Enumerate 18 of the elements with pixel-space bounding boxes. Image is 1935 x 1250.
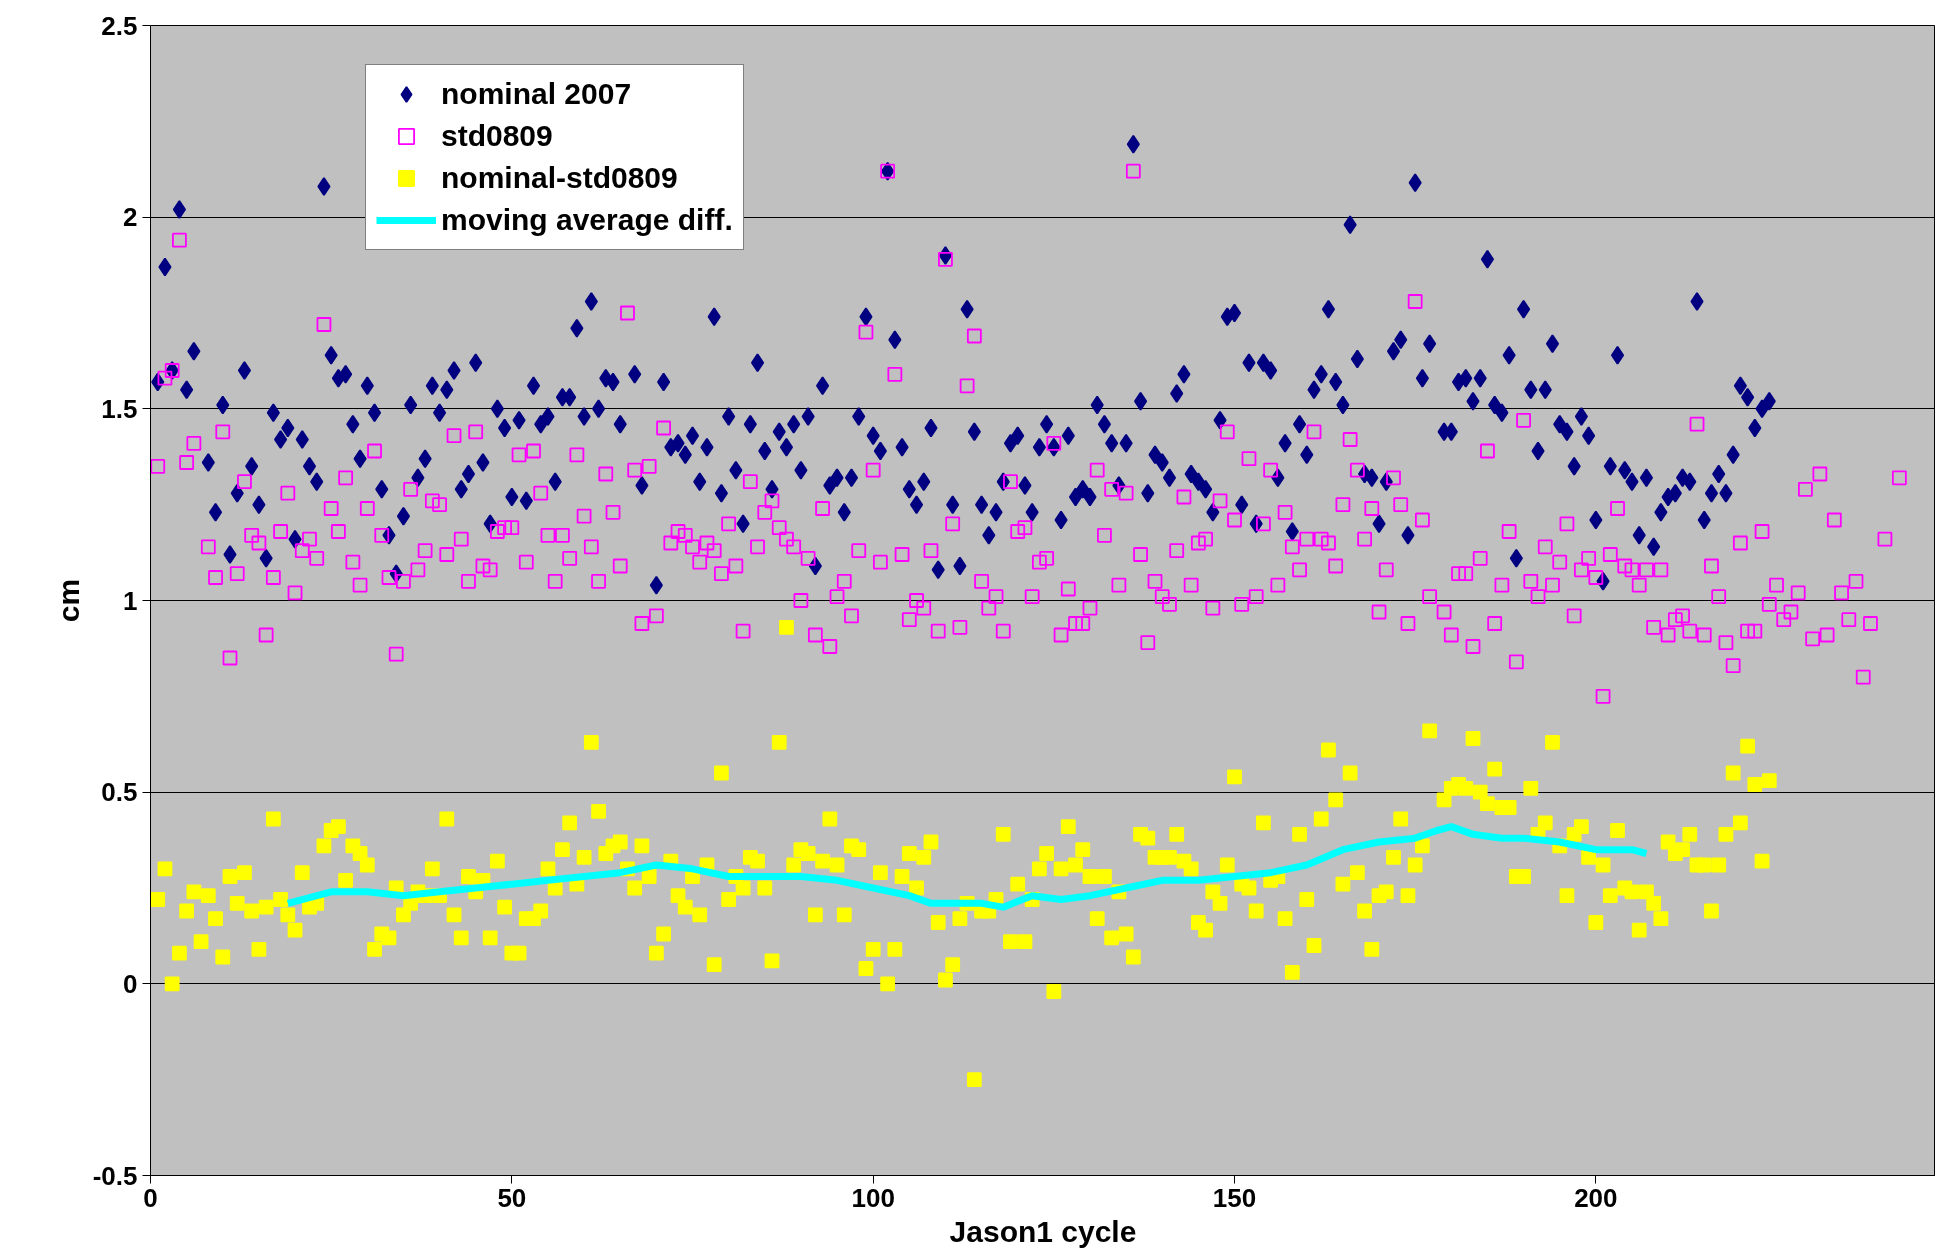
x-tick-label: 100 (851, 1182, 895, 1213)
x-tick-label: 200 (1574, 1182, 1618, 1213)
y-tick-label: -0.5 (92, 1160, 138, 1191)
y-tick-label: 2.5 (101, 10, 138, 41)
legend-label: nominal-std0809 (441, 161, 678, 195)
x-tick-label: 150 (1212, 1182, 1257, 1213)
legend-label: moving average diff. (441, 203, 733, 237)
x-tick-label: 50 (497, 1182, 527, 1213)
y-tick-label: 1.5 (101, 393, 138, 424)
legend-label: std0809 (441, 119, 553, 153)
y-tick-label: 1 (123, 585, 138, 616)
y-axis-title: cm (51, 578, 85, 623)
legend-label: nominal 2007 (441, 77, 632, 111)
y-tick-label: 2 (123, 202, 138, 233)
x-tick-label: 0 (143, 1182, 158, 1213)
y-tick-label: 0 (123, 968, 138, 999)
x-axis-title: Jason1 cycle (949, 1214, 1137, 1248)
y-tick-label: 0.5 (101, 777, 138, 808)
